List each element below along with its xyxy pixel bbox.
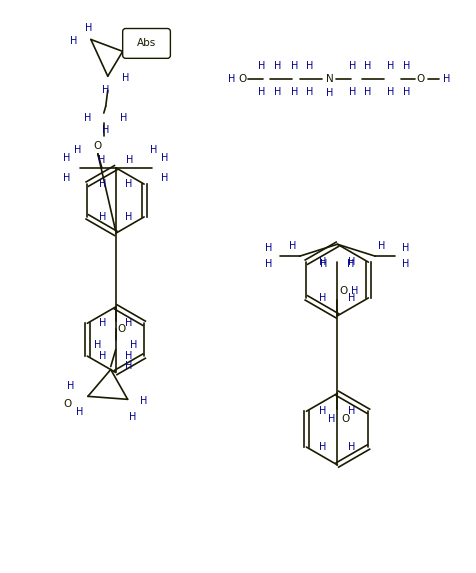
Text: H: H <box>319 257 327 267</box>
Text: H: H <box>403 87 411 97</box>
Text: H: H <box>125 318 132 328</box>
Text: Abs: Abs <box>137 38 156 49</box>
Text: H: H <box>326 88 333 98</box>
Text: H: H <box>348 442 356 452</box>
Text: H: H <box>125 351 132 361</box>
Text: H: H <box>291 61 298 71</box>
Text: H: H <box>99 179 107 189</box>
Text: H: H <box>67 382 74 391</box>
Text: H: H <box>150 145 157 155</box>
Text: H: H <box>85 22 92 33</box>
Text: H: H <box>74 145 81 155</box>
Text: H: H <box>364 61 371 71</box>
Text: H: H <box>125 179 132 189</box>
Text: H: H <box>306 61 313 71</box>
Text: H: H <box>99 212 107 222</box>
Text: H: H <box>102 125 109 135</box>
Text: H: H <box>99 318 107 328</box>
Text: H: H <box>351 286 359 296</box>
Text: H: H <box>63 153 70 163</box>
Text: H: H <box>76 407 84 417</box>
Text: H: H <box>348 293 356 303</box>
Text: H: H <box>348 257 356 267</box>
Text: N: N <box>326 74 333 84</box>
Text: O: O <box>64 399 72 409</box>
Text: H: H <box>99 155 106 165</box>
Text: H: H <box>266 259 273 269</box>
Text: H: H <box>348 61 356 71</box>
Text: H: H <box>94 340 102 350</box>
Text: H: H <box>328 414 336 424</box>
Text: O: O <box>417 74 425 84</box>
Text: H: H <box>403 61 411 71</box>
Text: H: H <box>266 243 273 253</box>
Text: O: O <box>239 74 247 84</box>
Text: H: H <box>119 113 127 123</box>
Text: H: H <box>274 61 281 71</box>
Text: O: O <box>341 414 350 424</box>
Text: H: H <box>84 113 92 123</box>
Text: H: H <box>319 293 327 303</box>
Text: H: H <box>289 241 297 251</box>
Text: H: H <box>378 241 386 251</box>
Text: H: H <box>291 87 298 97</box>
Text: H: H <box>121 34 129 45</box>
Text: H: H <box>125 212 132 222</box>
Text: H: H <box>129 340 137 350</box>
Text: H: H <box>402 259 409 269</box>
Text: H: H <box>161 153 169 163</box>
Text: O: O <box>118 324 126 333</box>
Text: H: H <box>69 37 77 46</box>
Text: H: H <box>274 87 281 97</box>
Text: H: H <box>63 172 70 183</box>
Text: H: H <box>161 172 169 183</box>
Text: H: H <box>99 351 107 361</box>
Text: H: H <box>129 412 136 422</box>
Text: H: H <box>125 360 132 371</box>
Text: H: H <box>306 87 313 97</box>
Text: H: H <box>348 406 356 416</box>
Text: H: H <box>102 85 109 95</box>
Text: H: H <box>258 87 266 97</box>
Text: H: H <box>320 259 327 269</box>
Text: H: H <box>126 155 133 165</box>
Text: H: H <box>319 406 327 416</box>
Text: O: O <box>339 286 347 296</box>
Text: H: H <box>139 397 147 406</box>
Text: H: H <box>387 87 395 97</box>
Text: H: H <box>348 87 356 97</box>
Text: H: H <box>319 442 327 452</box>
Text: H: H <box>387 61 395 71</box>
Text: H: H <box>228 74 235 84</box>
Text: H: H <box>443 74 450 84</box>
Text: H: H <box>364 87 371 97</box>
Text: H: H <box>122 73 129 83</box>
Text: H: H <box>347 259 355 269</box>
Text: H: H <box>402 243 409 253</box>
FancyBboxPatch shape <box>123 29 170 58</box>
Text: H: H <box>258 61 266 71</box>
Text: O: O <box>94 141 102 151</box>
